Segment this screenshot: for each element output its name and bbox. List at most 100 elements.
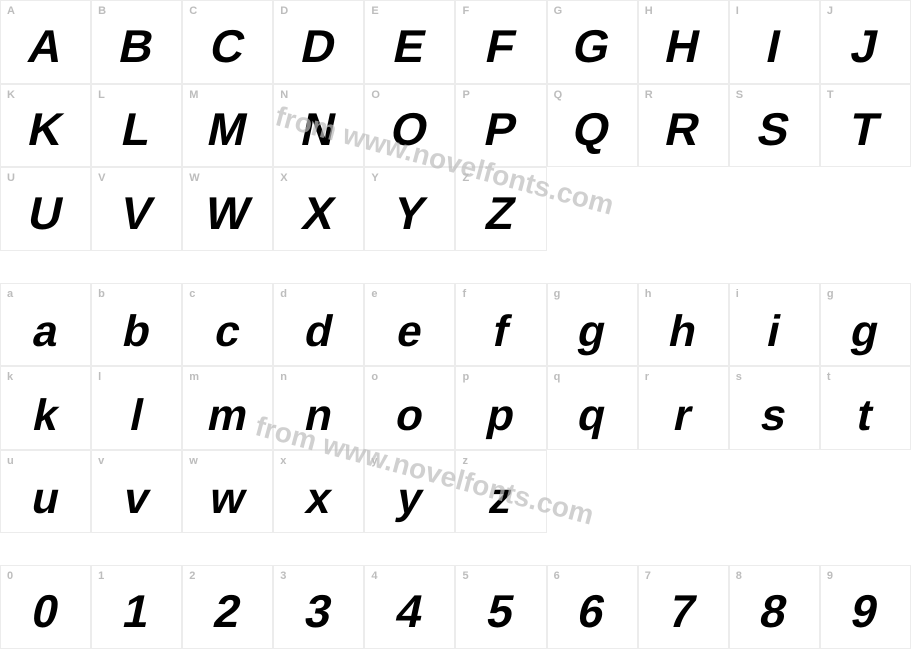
glyph-cell: 00 (0, 565, 91, 649)
glyph-cell: vv (91, 450, 182, 534)
glyph-cell: AA (0, 0, 91, 84)
glyph-cell: EE (364, 0, 455, 84)
glyph: 3 (300, 584, 337, 638)
glyph-label: t (827, 371, 831, 383)
glyph: l (125, 391, 148, 441)
glyph-cell: MM (182, 84, 273, 168)
glyph-label: 7 (645, 570, 651, 582)
glyph-cell: uu (0, 450, 91, 534)
glyph-label: h (645, 288, 652, 300)
glyph-cell: yy (364, 450, 455, 534)
glyph: Y (389, 186, 431, 240)
glyph: A (23, 19, 68, 73)
glyph-label: 6 (554, 570, 560, 582)
glyph-cell: ff (455, 283, 546, 367)
glyph: p (482, 391, 520, 441)
glyph-cell: DD (273, 0, 364, 84)
glyph-cell: nn (273, 366, 364, 450)
glyph: G (569, 19, 616, 73)
glyph-label: E (371, 5, 378, 17)
glyph: O (386, 102, 433, 156)
glyph: c (210, 307, 245, 357)
glyph: F (481, 19, 521, 73)
glyph: f (488, 307, 513, 357)
glyph-label: c (189, 288, 195, 300)
glyph-label: J (827, 5, 833, 17)
glyph: P (480, 102, 522, 156)
glyph-label: 8 (736, 570, 742, 582)
glyph: 2 (209, 584, 246, 638)
glyph: 1 (118, 584, 155, 638)
glyph-label: m (189, 371, 199, 383)
glyph: L (117, 102, 157, 156)
glyph-label: g (554, 288, 561, 300)
glyph: H (661, 19, 706, 73)
glyph-label: 4 (371, 570, 377, 582)
glyph: k (28, 391, 63, 441)
glyph: 8 (756, 584, 793, 638)
glyph-cell: ss (729, 366, 820, 450)
glyph-cell: 66 (547, 565, 638, 649)
glyph-label: C (189, 5, 197, 17)
glyph-cell: 99 (820, 565, 911, 649)
glyph: m (203, 391, 253, 441)
glyph: U (23, 186, 68, 240)
glyph-label: d (280, 288, 287, 300)
glyph-label: x (280, 455, 286, 467)
glyph-cell: XX (273, 167, 364, 251)
glyph-cell: tt (820, 366, 911, 450)
glyph-label: 0 (7, 570, 13, 582)
glyph-cell: aa (0, 283, 91, 367)
glyph-label: f (462, 288, 466, 300)
glyph-label: u (7, 455, 14, 467)
glyph: B (114, 19, 159, 73)
glyph-cell: UU (0, 167, 91, 251)
glyph: W (200, 186, 255, 240)
empty-cell (638, 167, 729, 251)
glyph: n (300, 391, 338, 441)
glyph-label: B (98, 5, 106, 17)
glyph-cell: JJ (820, 0, 911, 84)
glyph-cell: mm (182, 366, 273, 450)
glyph: R (661, 102, 706, 156)
glyph-cell: dd (273, 283, 364, 367)
glyph: C (205, 19, 250, 73)
glyph-cell: bb (91, 283, 182, 367)
glyph-cell: 77 (638, 565, 729, 649)
glyph-cell: rr (638, 366, 729, 450)
glyph-label: V (98, 172, 105, 184)
glyph-cell: gg (820, 283, 911, 367)
glyph: s (757, 391, 792, 441)
glyph-label: l (98, 371, 101, 383)
glyph: w (205, 474, 250, 524)
glyph: g (847, 307, 885, 357)
glyph-label: T (827, 89, 834, 101)
glyph: E (389, 19, 431, 73)
glyph-label: i (736, 288, 739, 300)
glyph-label: r (645, 371, 649, 383)
glyph-cell: OO (364, 84, 455, 168)
glyph-cell: VV (91, 167, 182, 251)
glyph-cell: ww (182, 450, 273, 534)
glyph-cell: 44 (364, 565, 455, 649)
glyph-label: I (736, 5, 739, 17)
glyph: i (763, 307, 786, 357)
glyph: h (664, 307, 702, 357)
glyph: o (391, 391, 429, 441)
glyph-label: 5 (462, 570, 468, 582)
glyph: a (28, 307, 63, 357)
glyph-cell: CC (182, 0, 273, 84)
glyph-label: g (827, 288, 834, 300)
glyph: t (853, 391, 878, 441)
glyph: z (485, 474, 518, 524)
empty-cell (729, 450, 820, 534)
glyph-label: a (7, 288, 13, 300)
glyph-cell: LL (91, 84, 182, 168)
glyph-label: z (462, 455, 468, 467)
glyph-label: s (736, 371, 742, 383)
glyph-label: o (371, 371, 378, 383)
glyph-cell: NN (273, 84, 364, 168)
glyph-cell: GG (547, 0, 638, 84)
glyph-grid: AABBCCDDEEFFGGHHIIJJKKLLMMNNOOPPQQRRSSTT… (0, 0, 911, 649)
glyph-label: A (7, 5, 15, 17)
